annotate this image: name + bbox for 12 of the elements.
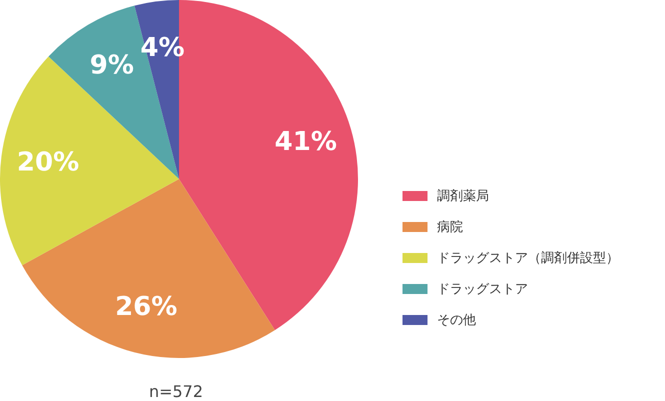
legend-label: ドラッグストア（調剤併設型） [437,251,619,266]
data-label: 26% [115,292,178,322]
data-label: 9% [90,50,134,80]
data-label: 20% [16,147,80,178]
data-label: 41% [274,127,337,158]
legend-label: ドラッグストア [437,282,528,297]
text: n=572 [148,382,204,401]
legend-label: 病院 [437,220,463,235]
legend-label: 調剤薬局 [437,189,489,204]
legend-label: その他 [437,313,476,328]
pie-slice [0,56,179,266]
pie-slice [22,179,275,358]
